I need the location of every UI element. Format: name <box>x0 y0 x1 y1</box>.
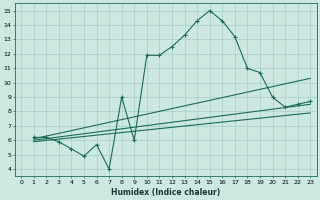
X-axis label: Humidex (Indice chaleur): Humidex (Indice chaleur) <box>111 188 220 197</box>
